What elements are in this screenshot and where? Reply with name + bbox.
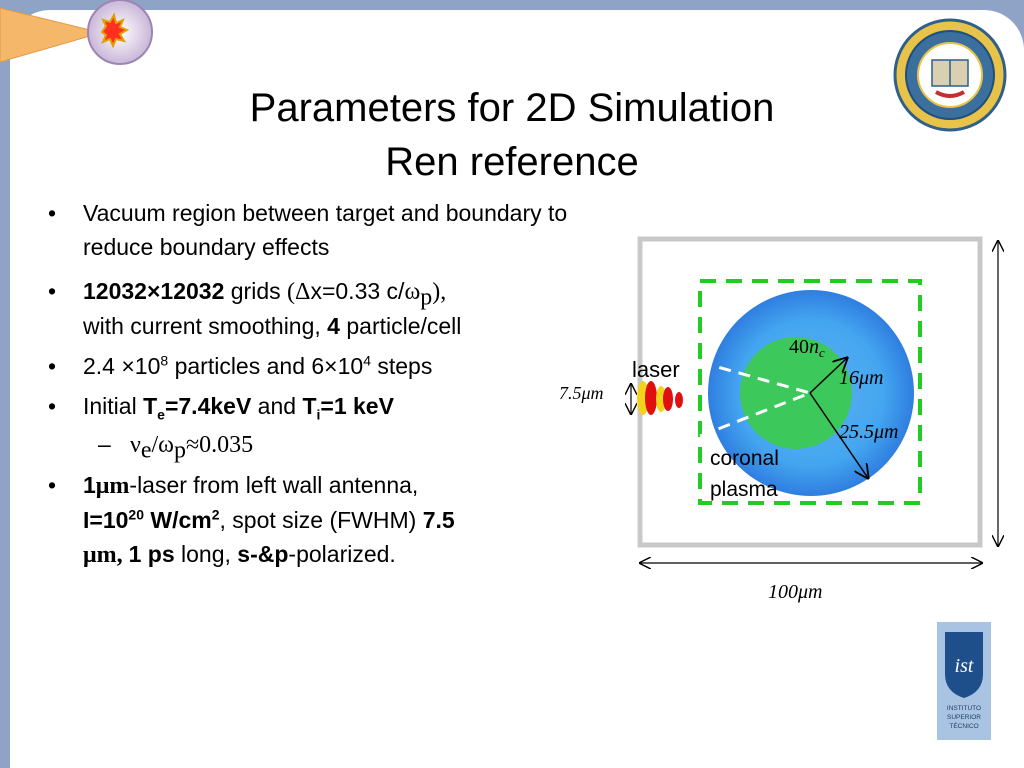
ist-logo: ist INSTITUTO SUPERIOR TÉCNICO — [937, 622, 991, 740]
initial-word: Initial — [83, 393, 144, 419]
grids-word: grids — [224, 278, 288, 304]
bullet-initial-temperature: • Initial Te=7.4keV and Ti=1 keV — [48, 389, 588, 423]
laser-source-text: -laser from left wall antenna, — [129, 472, 419, 498]
laser-pulse-red-3 — [675, 392, 683, 408]
plasma-radius-arrow — [809, 392, 868, 478]
grid-size-x: 12032 — [83, 278, 147, 304]
te-subscript: e — [157, 406, 165, 423]
grid-size-y: 12032 — [160, 278, 225, 304]
polarization-value: s-&p — [237, 541, 289, 567]
laser-target-icon — [0, 0, 153, 65]
te-symbol: T — [143, 393, 158, 419]
slide-title: Parameters for 2D Simulation — [249, 86, 775, 130]
steps-exponent: 4 — [363, 352, 371, 369]
omega-p-sub: p — [173, 437, 186, 464]
bullet-dot: • — [48, 472, 57, 498]
coronal-label: coronal — [710, 447, 779, 470]
laser-label: laser — [632, 357, 680, 382]
delta-symbol: Δ — [295, 279, 311, 305]
ti-value: =1 keV — [320, 393, 394, 419]
dx-value: x=0.33 c/ — [310, 278, 405, 304]
sub-bullet-dash: – — [98, 431, 111, 457]
bullet-particles-steps: • 2.4 ×108 particles and 6×104 steps — [48, 349, 588, 383]
long-word: long, — [174, 541, 238, 567]
core-density-c: c — [819, 345, 825, 360]
laser-pulse-red-1 — [645, 381, 657, 415]
ti-subscript: i — [316, 406, 321, 423]
target-region-dashed — [698, 279, 922, 505]
bullet-grids: • 12032×12032 grids (Δx=0.33 c/ωp), with… — [48, 274, 588, 343]
paren-open: ( — [287, 279, 296, 305]
particles-per-cell: 4 — [327, 313, 340, 339]
slash-omega: /ω — [151, 432, 174, 458]
bullet-dot: • — [48, 200, 57, 226]
core-density-label: 40nc — [789, 336, 825, 360]
paren-close: ), — [432, 279, 447, 305]
and-word: and — [251, 393, 303, 419]
nu-symbol: ν — [130, 432, 141, 458]
box-width-label: 100μm — [768, 581, 822, 603]
steps-count: particles and 6×10 — [168, 353, 364, 379]
ti-symbol: T — [302, 393, 317, 419]
steps-word: steps — [370, 353, 433, 379]
smoothing-text: with current smoothing, — [83, 313, 328, 339]
ratio-value: ≈0.035 — [185, 432, 254, 458]
ucla-seal-logo — [893, 18, 1007, 132]
sub-bullet-collision-frequency: – νe/ωp≈0.035 — [48, 427, 588, 464]
times-symbol: × — [146, 278, 161, 304]
core-radius-arrow — [809, 358, 847, 394]
intensity-exponent: 20 — [128, 506, 144, 523]
spot-size-label: 7.5μm — [559, 383, 604, 403]
intensity-unit: W/cm — [143, 507, 212, 533]
ist-line-2: SUPERIOR — [947, 714, 981, 721]
core-radius-label: 16μm — [839, 367, 883, 389]
core-density-n: n — [809, 336, 819, 358]
svg-text:ist: ist — [955, 655, 974, 677]
particle-cell-text: particle/cell — [339, 313, 462, 339]
bullet-vacuum-region: • Vacuum region between target and bound… — [48, 196, 588, 264]
omega-p-subscript: p — [420, 284, 433, 311]
spot-size-text: , spot size (FWHM) — [219, 507, 423, 533]
spot-size-value: 7.5 — [422, 507, 455, 533]
plasma-radius-label: 25.5μm — [839, 421, 898, 443]
wavelength-unit: μm — [95, 473, 130, 499]
bullet-list: • Vacuum region between target and bound… — [48, 196, 588, 572]
nu-e-subscript: e — [140, 437, 152, 464]
plasma-label: plasma — [710, 478, 778, 501]
core-density-number: 40 — [789, 336, 809, 358]
te-value: =7.4keV — [164, 393, 252, 419]
wavelength-number: 1 — [83, 472, 96, 498]
spot-size-unit: μm, — [83, 542, 129, 568]
bullet-laser: • 1μm-laser from left wall antenna, I=10… — [48, 468, 588, 572]
ist-line-3: TÉCNICO — [949, 721, 978, 730]
bullet-text: Vacuum region between target and boundar… — [83, 200, 568, 260]
bullet-dot: • — [48, 393, 57, 419]
particles-exponent: 8 — [160, 352, 169, 369]
bullet-dot: • — [48, 353, 57, 379]
pulse-duration: 1 ps — [128, 541, 175, 567]
intensity-unit-exponent: 2 — [211, 506, 220, 523]
laser-pulse-yellow-2 — [656, 386, 666, 412]
omega-symbol: ω — [404, 279, 421, 305]
simulation-box-diagram: 40nc 16μm 25.5μm laser 7.5μm coronal pla… — [559, 236, 1015, 603]
dense-core-disk — [740, 337, 852, 449]
polarized-word: -polarized. — [288, 541, 396, 567]
particles-count: 2.4 ×10 — [83, 353, 161, 379]
laser-pulse-red-2 — [663, 387, 673, 411]
ist-line-1: INSTITUTO — [947, 705, 981, 712]
bullet-dot: • — [48, 278, 57, 304]
slide-subtitle: Ren reference — [385, 140, 639, 184]
intensity-label: I=10 — [83, 507, 129, 533]
